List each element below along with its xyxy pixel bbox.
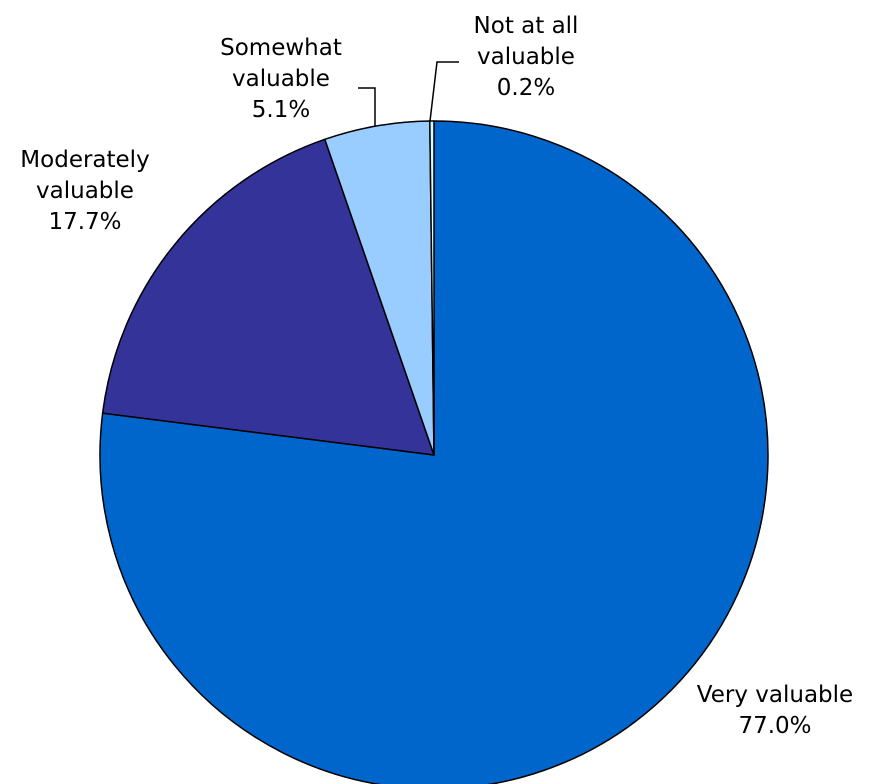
slice-category-label: Moderately	[20, 147, 149, 173]
slice-value-label: 0.2%	[497, 75, 555, 101]
slice-moderately-valuable	[101, 138, 435, 456]
pie-slices	[99, 120, 769, 784]
slice-label-not-at-all-valuable: Not at all valuable 0.2%	[474, 13, 579, 101]
slice-label-very-valuable: Very valuable 77.0%	[697, 682, 853, 739]
slice-category-label: Very valuable	[697, 682, 853, 708]
slice-very-valuable	[99, 120, 769, 784]
slice-category-label: Not at all	[474, 13, 579, 39]
slice-category-label: valuable	[232, 66, 330, 92]
slice-value-label: 5.1%	[252, 97, 310, 123]
slice-category-label: Somewhat	[220, 35, 342, 61]
leader-lines	[358, 61, 459, 126]
leader-line-not-at-all-valuable	[429, 61, 459, 122]
slice-value-label: 17.7%	[48, 209, 121, 235]
slice-label-somewhat-valuable: Somewhat valuable 5.1%	[220, 35, 342, 123]
slice-not-at-all-valuable	[429, 120, 435, 456]
slice-label-moderately-valuable: Moderately valuable 17.7%	[20, 147, 149, 235]
slice-category-label: valuable	[36, 178, 134, 204]
leader-line-somewhat-valuable	[358, 87, 376, 126]
slice-category-label: valuable	[477, 44, 575, 70]
slice-value-label: 77.0%	[738, 713, 811, 739]
slice-labels: Very valuable 77.0% Moderately valuable 17.7…	[20, 13, 853, 739]
